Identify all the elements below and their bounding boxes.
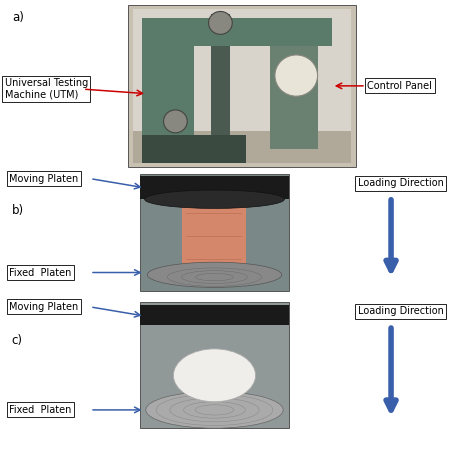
Text: Moving Platen: Moving Platen [9, 302, 79, 312]
Text: b): b) [12, 204, 24, 217]
FancyBboxPatch shape [140, 176, 289, 199]
FancyBboxPatch shape [270, 23, 318, 149]
FancyBboxPatch shape [211, 14, 230, 149]
Ellipse shape [145, 190, 284, 208]
FancyBboxPatch shape [133, 131, 351, 163]
Text: Loading Direction: Loading Direction [358, 306, 444, 316]
Text: c): c) [12, 334, 23, 347]
FancyBboxPatch shape [133, 9, 351, 163]
Text: Fixed  Platen: Fixed Platen [9, 267, 72, 278]
FancyBboxPatch shape [140, 305, 289, 325]
Circle shape [275, 55, 318, 96]
Text: Fixed  Platen: Fixed Platen [9, 405, 72, 415]
FancyBboxPatch shape [140, 174, 289, 291]
Ellipse shape [173, 349, 255, 402]
Circle shape [209, 11, 232, 34]
FancyBboxPatch shape [182, 202, 246, 273]
Text: Loading Direction: Loading Direction [358, 178, 444, 188]
Text: a): a) [12, 11, 24, 24]
FancyBboxPatch shape [142, 27, 194, 144]
Circle shape [164, 110, 187, 133]
FancyBboxPatch shape [140, 302, 289, 428]
Text: Universal Testing
Machine (UTM): Universal Testing Machine (UTM) [5, 78, 88, 100]
FancyBboxPatch shape [142, 18, 332, 46]
FancyBboxPatch shape [128, 5, 356, 167]
Text: Control Panel: Control Panel [367, 81, 432, 91]
Ellipse shape [146, 392, 283, 428]
Text: Moving Platen: Moving Platen [9, 174, 79, 184]
Ellipse shape [147, 262, 282, 288]
FancyBboxPatch shape [142, 135, 246, 163]
